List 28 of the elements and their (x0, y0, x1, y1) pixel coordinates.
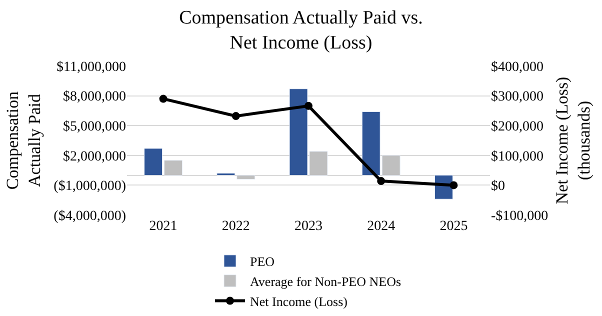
x-tick-label: 2025 (440, 219, 468, 234)
legend-label: Average for Non-PEO NEOs (250, 274, 402, 289)
x-tick-label: 2024 (367, 219, 396, 234)
y-tick-label: $8,000,000 (63, 90, 126, 105)
y-tick-label: $2,000,000 (63, 149, 126, 164)
y2-tick-label: $300,000 (491, 90, 544, 105)
y2-tick-label: $100,000 (491, 149, 544, 164)
y-tick-label: $5,000,000 (63, 120, 126, 134)
point (159, 94, 168, 103)
legend-label: PEO (250, 254, 275, 270)
y2-axis-title: Net Income (Loss) (thousands) (552, 76, 594, 204)
x-tick-label: 2022 (222, 219, 250, 234)
chart-title: Compensation Actually Paid vs. Net Income (Loss) (179, 8, 423, 54)
point (304, 102, 312, 110)
y2-tick-label: -$100,000 (491, 208, 548, 224)
y2-tick-label: $400,000 (491, 60, 544, 75)
x-tick-label: 2021 (149, 219, 178, 234)
y-tick-label: $11,000,000 (56, 60, 126, 75)
y-tick-label: ($1,000,000) (54, 179, 126, 194)
legend-label: Net Income (Loss) (250, 294, 348, 309)
y-axis-title: Compensation Actually Paid (3, 90, 44, 190)
point (377, 177, 386, 186)
y2-tick-label: $0 (491, 179, 505, 194)
x-tick-label: 2023 (294, 219, 322, 234)
y-tick-label: ($4,000,000) (54, 208, 126, 224)
y2-tick-label: $200,000 (491, 120, 544, 134)
point (450, 181, 458, 190)
point (232, 112, 240, 120)
